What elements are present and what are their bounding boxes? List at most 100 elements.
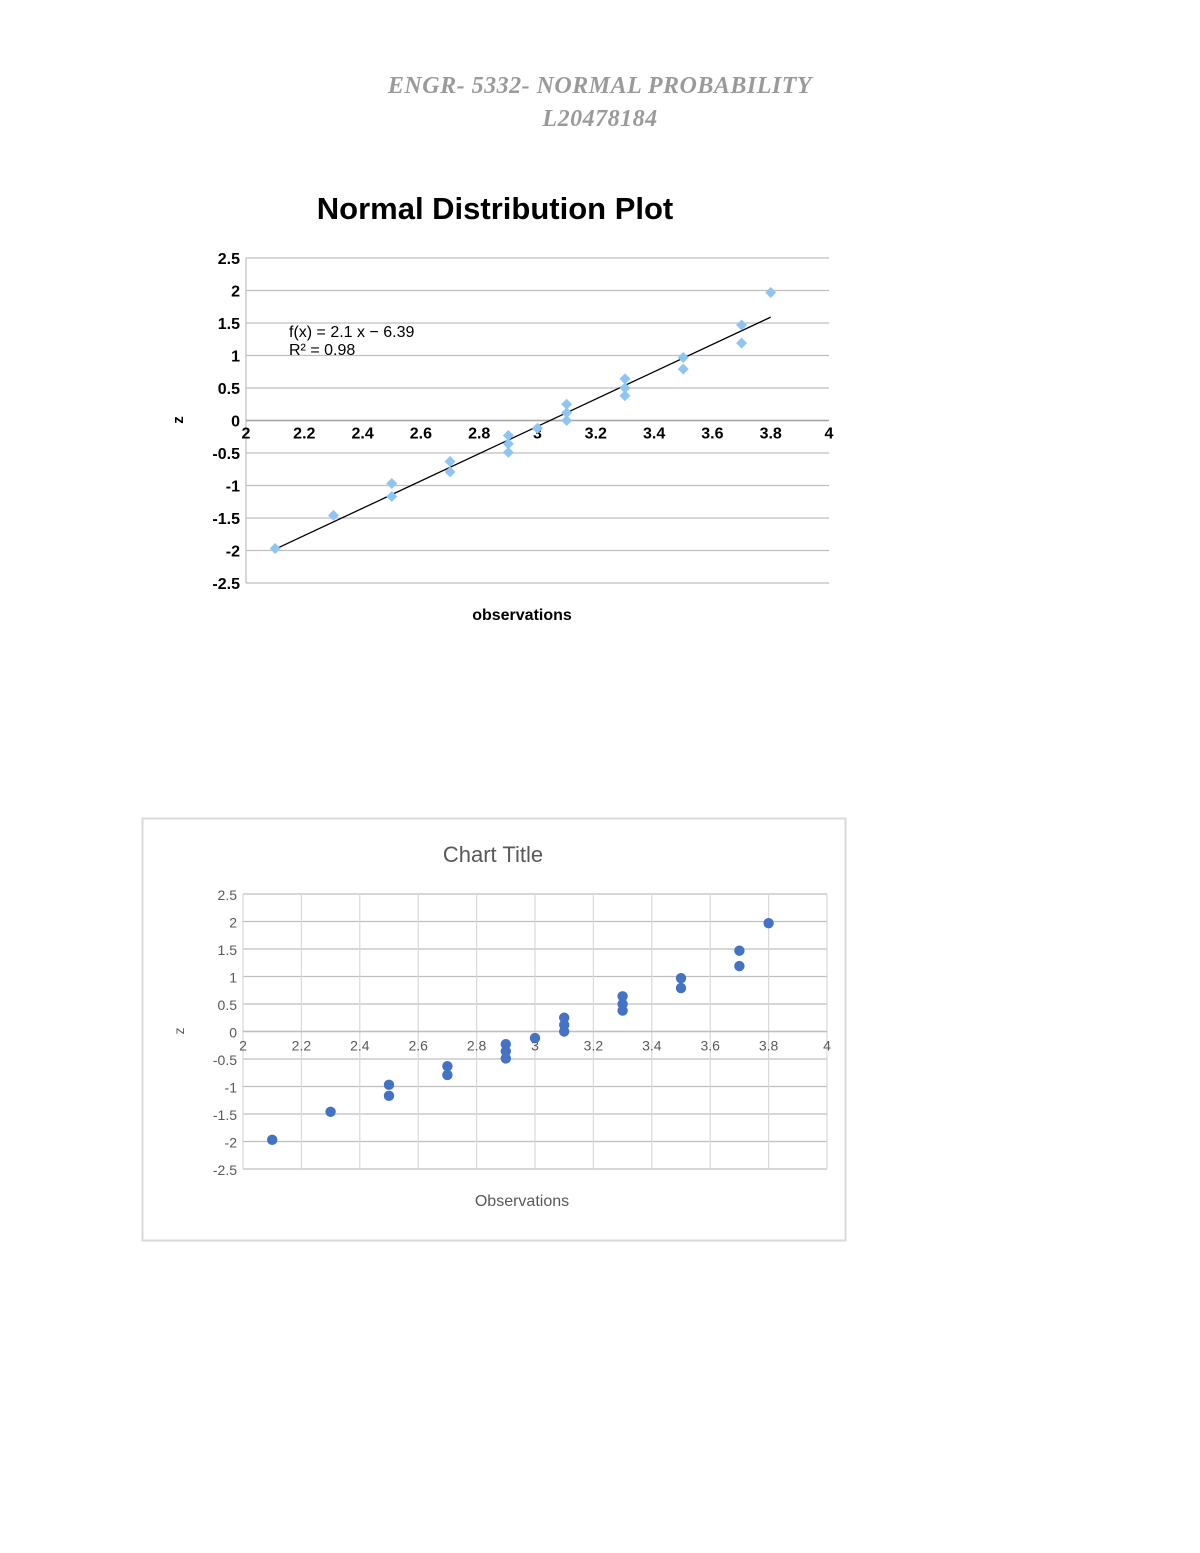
chart1-data-point[interactable] [444, 466, 456, 478]
chart2-x-tick-label: 3.6 [700, 1038, 720, 1054]
chart2-data-point[interactable] [675, 972, 687, 984]
chart2-data-point[interactable] [383, 1090, 395, 1102]
chart1-data-point[interactable] [765, 286, 777, 298]
chart2-data-point[interactable] [734, 960, 745, 972]
chart1-x-ticks: 2 2.2 2.4 2.6 2.8 3 3.2 3.4 3.6 3.8 4 [242, 426, 834, 443]
chart1-y-tick-label: 2 [231, 284, 240, 301]
chart1-r2: R² = 0.98 [289, 342, 355, 359]
chart1-x-tick-label: 3 [533, 426, 542, 443]
chart2-data-point[interactable] [442, 1069, 453, 1081]
header-title: ENGR- 5332- NORMAL PROBABILITY [387, 73, 813, 99]
chart2-data-point[interactable] [325, 1106, 336, 1118]
chart2-data-point[interactable] [734, 945, 745, 956]
chart2-data-point[interactable] [500, 1053, 511, 1064]
chart2-data-point[interactable] [617, 1005, 628, 1016]
chart2-y-tick-label: 1.5 [218, 942, 238, 958]
chart2-x-tick-label: 3.8 [759, 1038, 779, 1054]
chart2-y-axis-label: z [171, 1028, 187, 1035]
chart2-x-tick-label: 2.8 [467, 1038, 487, 1054]
chart1-data-point[interactable] [386, 478, 398, 490]
chart2-data-point[interactable] [529, 1032, 541, 1044]
chart2-data-point[interactable] [617, 991, 628, 1002]
chart1-title: Normal Distribution Plot [317, 191, 674, 226]
chart2-title: Chart Title [443, 842, 543, 867]
chart2-data-point[interactable] [559, 1012, 570, 1023]
chart1-data-point[interactable] [561, 415, 573, 426]
chart1-y-tick-label: 0.5 [218, 381, 240, 398]
chart1-y-tick-label: 1 [231, 349, 240, 366]
chart1-x-tick-label: 2.4 [351, 426, 373, 443]
chart2-y-tick-label: 1 [229, 970, 237, 986]
chart2-data-point[interactable] [267, 1134, 278, 1146]
chart1-data-point[interactable] [269, 543, 281, 555]
chart1-y-tick-label: 0 [231, 414, 240, 431]
chart1-trendline [274, 316, 771, 550]
chart1-y-tick-label: -2.5 [212, 576, 240, 593]
chart2-y-tick-label: 0.5 [218, 997, 238, 1013]
chart2-data-point[interactable] [442, 1060, 453, 1072]
chart1-data-point[interactable] [619, 390, 631, 402]
chart2-x-tick-label: 2.2 [292, 1038, 312, 1054]
header-id: L20478184 [542, 106, 658, 132]
chart1-y-tick-label: -1 [226, 479, 240, 496]
chart2-gridlines [242, 893, 828, 1170]
chart2-data-point[interactable] [559, 1026, 570, 1037]
chart1-data-point[interactable] [327, 509, 339, 521]
chart1-data-point[interactable] [502, 429, 514, 441]
normal-distribution-chart: Normal Distribution Plot 2.5 2 1.5 1 0.5 0 -0.… [170, 191, 834, 624]
chart1-x-axis-label: observations [472, 607, 572, 624]
chart2-x-axis-label: Observations [475, 1193, 569, 1210]
chart1-x-tick-label: 3.2 [585, 426, 607, 443]
chart2-x-tick-label: 2.4 [350, 1038, 370, 1054]
chart1-data-point[interactable] [619, 373, 631, 385]
chart2-x-tick-label: 3.2 [584, 1038, 604, 1054]
chart1-data-point[interactable] [532, 422, 543, 434]
chart2-x-tick-label: 2 [239, 1038, 247, 1054]
chart2-y-tick-label: -2 [225, 1135, 238, 1151]
chart1-data-point[interactable] [386, 491, 398, 503]
chart1-trendline-path [274, 316, 771, 550]
chart-title-chart: Chart Title 2.5 2 1.5 1 0.5 0 -0.5 -1 -1.5 -2 -2.5… [141, 817, 847, 1242]
chart1-data-point[interactable] [502, 438, 514, 450]
chart1-x-tick-label: 2 [242, 426, 251, 443]
chart2-x-tick-label: 3.4 [642, 1038, 662, 1054]
chart1-x-tick-label: 4 [825, 426, 834, 443]
chart1-data-point[interactable] [619, 382, 631, 394]
chart1-y-tick-label: 1.5 [218, 316, 240, 333]
chart2-y-tick-label: 2 [229, 915, 237, 931]
chart1-gridlines [245, 257, 829, 584]
chart1-data-point[interactable] [677, 351, 689, 363]
chart1-data-point[interactable] [444, 455, 456, 467]
chart1-data-point[interactable] [561, 407, 573, 419]
chart2-y-ticks: 2.5 2 1.5 1 0.5 0 -0.5 -1 -1.5 -2 -2.5 [213, 887, 237, 1178]
chart1-data-point[interactable] [677, 363, 689, 375]
chart1-equation: f(x) = 2.1 x − 6.39 [289, 324, 415, 341]
chart2-data-point[interactable] [675, 982, 687, 994]
chart1-data-point[interactable] [736, 337, 748, 349]
chart1-points [269, 286, 777, 555]
chart2-y-tick-label: 0 [229, 1025, 237, 1041]
chart2-points [267, 917, 774, 1146]
chart2-data-point[interactable] [383, 1079, 395, 1091]
chart1-data-point[interactable] [561, 398, 573, 410]
chart1-x-tick-label: 3.6 [701, 426, 723, 443]
chart2-y-tick-label: -0.5 [213, 1052, 237, 1068]
chart2-frame[interactable] [141, 817, 847, 1242]
chart1-y-tick-label: -1.5 [212, 511, 240, 528]
chart1-x-tick-label: 2.6 [410, 426, 432, 443]
chart2-x-tick-label: 3 [531, 1038, 539, 1054]
document-header: ENGR- 5332- NORMAL PROBABILITY L20478184 [0, 70, 1200, 136]
chart1-x-tick-label: 2.8 [468, 426, 490, 443]
chart2-data-point[interactable] [500, 1038, 511, 1050]
chart1-y-axis-label: z [170, 416, 187, 424]
chart1-data-point[interactable] [736, 319, 748, 331]
chart2-y-tick-label: 2.5 [218, 887, 238, 903]
chart2-x-tick-label: 4 [823, 1038, 831, 1054]
chart2-data-point[interactable] [500, 1046, 511, 1057]
chart2-y-tick-label: -1 [225, 1080, 238, 1096]
chart2-data-point[interactable] [763, 917, 774, 929]
chart1-x-tick-label: 3.8 [760, 426, 782, 443]
chart1-data-point[interactable] [502, 446, 514, 458]
chart1-y-tick-label: 2.5 [218, 251, 240, 268]
